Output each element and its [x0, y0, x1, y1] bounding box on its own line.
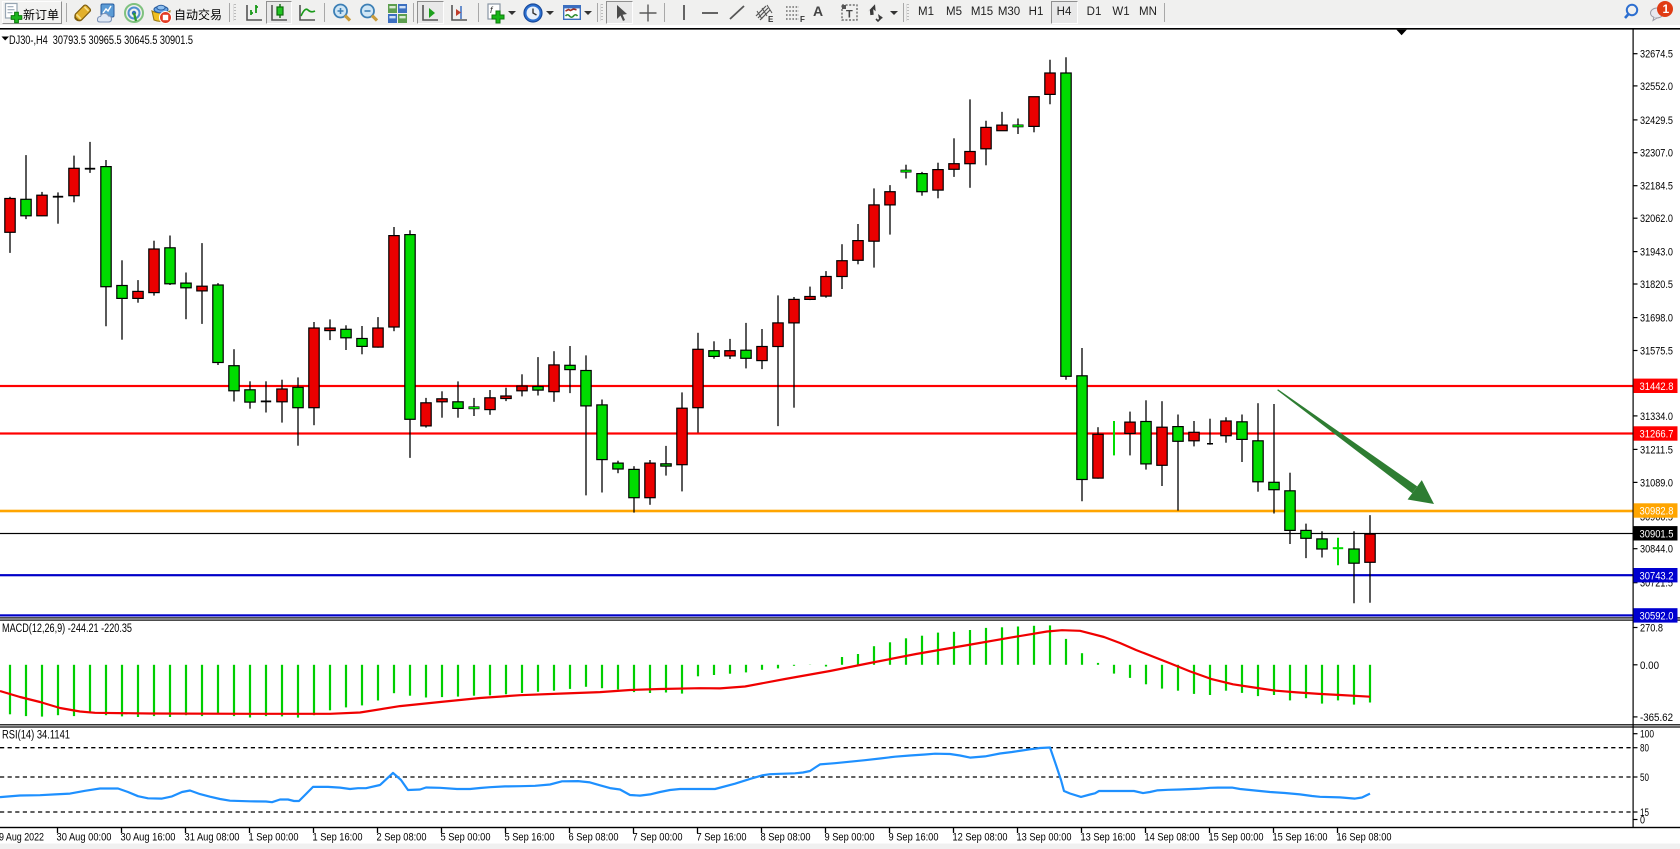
svg-text:f: f — [490, 5, 494, 15]
svg-text:30 Aug 00:00: 30 Aug 00:00 — [57, 832, 112, 844]
svg-text:32184.5: 32184.5 — [1640, 181, 1673, 193]
svg-text:32062.0: 32062.0 — [1640, 213, 1673, 225]
svg-text:80: 80 — [1640, 743, 1649, 755]
svg-text:9 Sep 16:00: 9 Sep 16:00 — [889, 832, 939, 844]
svg-text:31575.5: 31575.5 — [1640, 346, 1673, 358]
svg-text:8 Sep 08:00: 8 Sep 08:00 — [761, 832, 811, 844]
svg-text:32429.5: 32429.5 — [1640, 115, 1673, 127]
svg-text:15 Sep 00:00: 15 Sep 00:00 — [1209, 832, 1264, 844]
svg-text:16 Sep 08:00: 16 Sep 08:00 — [1337, 832, 1392, 844]
svg-text:14 Sep 08:00: 14 Sep 08:00 — [1145, 832, 1200, 844]
svg-text:1: 1 — [1663, 2, 1670, 16]
svg-text:1 Sep 00:00: 1 Sep 00:00 — [249, 832, 299, 844]
svg-text:T: T — [846, 9, 853, 21]
svg-text:270.8: 270.8 — [1640, 623, 1663, 635]
svg-text:31089.0: 31089.0 — [1640, 477, 1673, 489]
svg-text:13 Sep 16:00: 13 Sep 16:00 — [1081, 832, 1136, 844]
svg-text:30743.2: 30743.2 — [1640, 570, 1674, 582]
svg-text:30844.0: 30844.0 — [1640, 544, 1673, 556]
svg-text:9 Sep 00:00: 9 Sep 00:00 — [825, 832, 875, 844]
svg-text:50: 50 — [1640, 772, 1649, 784]
svg-text:30901.5: 30901.5 — [1640, 529, 1674, 541]
svg-text:1 Sep 16:00: 1 Sep 16:00 — [313, 832, 363, 844]
svg-text:F: F — [800, 15, 805, 24]
svg-text:29 Aug 2022: 29 Aug 2022 — [0, 832, 44, 844]
svg-text:30 Aug 16:00: 30 Aug 16:00 — [121, 832, 176, 844]
svg-text:E: E — [768, 15, 774, 24]
svg-text:6 Sep 08:00: 6 Sep 08:00 — [569, 832, 619, 844]
svg-text:MACD(12,26,9) -244.21 -220.35: MACD(12,26,9) -244.21 -220.35 — [2, 623, 132, 635]
svg-text:0: 0 — [1640, 815, 1645, 827]
svg-text:13 Sep 00:00: 13 Sep 00:00 — [1017, 832, 1072, 844]
svg-text:31943.0: 31943.0 — [1640, 247, 1673, 259]
svg-text:32552.0: 32552.0 — [1640, 81, 1673, 93]
svg-text:15 Sep 16:00: 15 Sep 16:00 — [1273, 832, 1328, 844]
svg-text:5 Sep 00:00: 5 Sep 00:00 — [441, 832, 491, 844]
svg-text:7 Sep 16:00: 7 Sep 16:00 — [697, 832, 747, 844]
svg-text:7 Sep 00:00: 7 Sep 00:00 — [633, 832, 683, 844]
svg-text:30592.0: 30592.0 — [1640, 611, 1674, 623]
svg-text:30982.8: 30982.8 — [1640, 506, 1674, 518]
svg-text:31266.7: 31266.7 — [1640, 429, 1674, 441]
svg-text:5 Sep 16:00: 5 Sep 16:00 — [505, 832, 555, 844]
svg-text:31698.0: 31698.0 — [1640, 313, 1673, 325]
svg-text:DJ30-,H4 30793.5 30965.5 3064: DJ30-,H4 30793.5 30965.5 30645.5 30901.5 — [9, 35, 193, 47]
svg-text:0.00: 0.00 — [1640, 660, 1659, 672]
svg-text:31211.5: 31211.5 — [1640, 444, 1673, 456]
svg-text:100: 100 — [1640, 729, 1654, 741]
svg-text:32307.0: 32307.0 — [1640, 148, 1673, 160]
svg-text:32674.5: 32674.5 — [1640, 49, 1673, 61]
svg-text:31334.0: 31334.0 — [1640, 411, 1673, 423]
svg-text:15: 15 — [1640, 807, 1649, 819]
svg-text:12 Sep 08:00: 12 Sep 08:00 — [953, 832, 1008, 844]
svg-text:-365.62: -365.62 — [1640, 712, 1673, 724]
svg-text:31820.5: 31820.5 — [1640, 279, 1673, 291]
svg-text:2 Sep 08:00: 2 Sep 08:00 — [377, 832, 427, 844]
svg-text:RSI(14) 34.1141: RSI(14) 34.1141 — [2, 730, 70, 742]
svg-text:31442.8: 31442.8 — [1640, 381, 1674, 393]
svg-text:31 Aug 08:00: 31 Aug 08:00 — [185, 832, 240, 844]
